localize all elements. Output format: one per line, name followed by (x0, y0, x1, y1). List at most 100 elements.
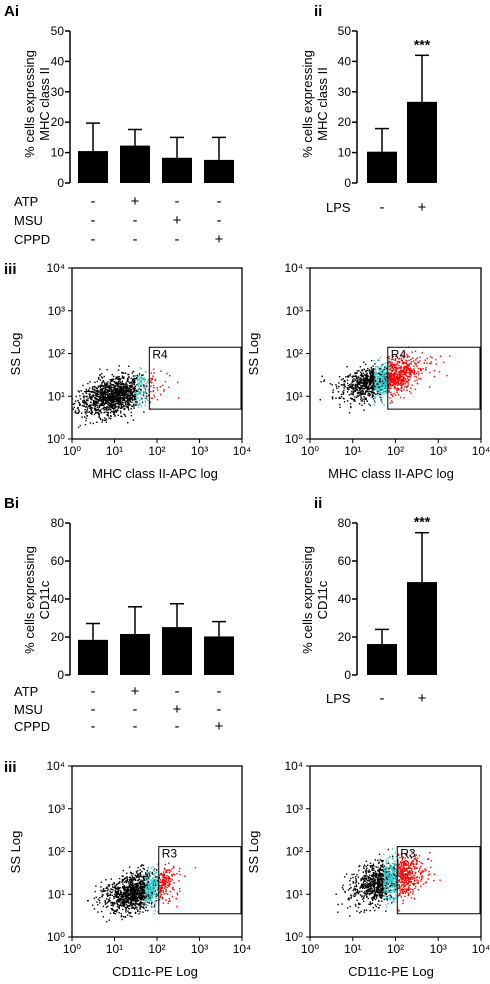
event-Biii-left-699 (107, 905, 109, 908)
event-Aiii-left-876 (85, 402, 87, 404)
event-Biii-left-1330 (131, 896, 133, 898)
event-Aiii-right-177 (349, 373, 351, 376)
event-Aiii-right-1088 (381, 377, 383, 380)
event-Aiii-right-1376 (362, 398, 364, 400)
event-Biii-right-321 (355, 885, 358, 888)
event-Biii-right-209 (373, 874, 376, 877)
x-tick-label-Biii-right-1: 10¹ (344, 942, 361, 956)
event-Aiii-left-242 (99, 390, 101, 392)
event-Biii-left-644 (169, 891, 172, 893)
event-Aiii-right-459 (356, 385, 358, 387)
treatment-mark-Aii-lps-1: + (418, 199, 427, 216)
event-Aiii-left-1226 (117, 400, 119, 402)
event-Aiii-right-1172 (331, 398, 334, 400)
event-Biii-left-952 (136, 883, 138, 886)
event-Aiii-right-892 (396, 391, 398, 394)
event-Aiii-right-736 (353, 398, 356, 401)
event-Biii-right-272 (407, 866, 410, 869)
event-Biii-left-1238 (151, 881, 153, 884)
bar-Aii-1 (407, 101, 437, 183)
event-Biii-right-314 (403, 888, 406, 890)
event-Aiii-right-758 (395, 364, 397, 366)
event-Biii-left-1056 (108, 885, 110, 888)
event-Aiii-right-1022 (383, 378, 385, 381)
event-Aiii-left-875 (89, 407, 91, 409)
event-Biii-right-327 (358, 882, 360, 885)
event-Aiii-left-543 (136, 384, 138, 386)
event-Aiii-left-1302 (109, 403, 111, 405)
event-Biii-left-1226 (167, 884, 169, 886)
event-Aiii-right-770 (382, 380, 385, 382)
event-Aiii-right-90 (390, 359, 393, 361)
flow-ylabel-Aiii-left: SS Log (8, 333, 23, 376)
event-Biii-right-271 (393, 872, 395, 874)
event-Aiii-left-240 (89, 397, 91, 399)
event-Aiii-left-1042 (111, 390, 113, 392)
event-Biii-left-893 (140, 892, 143, 894)
event-Aiii-left-1362 (106, 393, 109, 395)
event-Aiii-left-697 (116, 399, 118, 402)
event-Biii-left-1268 (162, 902, 165, 904)
event-Aiii-left-464 (97, 389, 99, 392)
event-Aiii-right-80 (362, 372, 365, 374)
event-Aiii-left-518 (104, 394, 106, 396)
panel-label-Aiii: iii (4, 261, 17, 278)
event-Aiii-left-268 (122, 372, 124, 374)
event-Aiii-right-623 (389, 374, 391, 377)
event-Biii-left-829 (167, 893, 169, 895)
event-Aiii-right-1097 (402, 379, 405, 381)
event-Biii-left-624 (155, 880, 158, 882)
event-Biii-right-32 (377, 870, 379, 872)
event-Biii-left-336 (101, 910, 103, 913)
event-Biii-left-168 (103, 888, 105, 890)
event-Biii-right-213 (366, 879, 369, 882)
event-Biii-left-1197 (132, 879, 135, 881)
event-Biii-left-1358 (134, 883, 137, 886)
event-Aiii-left-1066 (109, 399, 111, 401)
event-Aiii-right-1210 (386, 383, 388, 386)
event-Aiii-right-1164 (357, 383, 359, 385)
event-Aiii-left-1298 (126, 400, 128, 403)
event-Biii-left-511 (136, 870, 139, 872)
event-Aiii-right-1266 (365, 379, 367, 381)
event-Aiii-left-870 (137, 389, 139, 391)
event-Biii-left-1229 (125, 895, 127, 897)
event-Aiii-left-801 (72, 398, 73, 400)
event-Biii-right-479 (371, 902, 374, 904)
event-Aiii-right-227 (342, 391, 344, 393)
event-Aiii-left-794 (117, 414, 119, 416)
event-Aiii-right-1350 (375, 385, 377, 388)
event-Aiii-left-913 (125, 395, 127, 398)
event-Aiii-left-454 (64, 403, 65, 404)
event-Aiii-left-483 (103, 375, 105, 378)
event-Aiii-left-985 (105, 408, 108, 411)
event-Biii-left-60 (100, 886, 102, 888)
event-Aiii-right-1109 (353, 389, 355, 392)
event-Biii-left-580 (93, 908, 96, 910)
event-Aiii-left-1399 (126, 389, 128, 391)
event-Biii-left-1329 (122, 903, 124, 905)
event-Aiii-left-637 (110, 402, 113, 404)
event-Aiii-left-1152 (135, 400, 137, 402)
row-label-lps-A: LPS (326, 200, 351, 215)
event-Aiii-left-1053 (137, 397, 139, 399)
event-Biii-left-1168 (138, 892, 140, 894)
event-Aiii-left-1129 (110, 405, 112, 407)
event-Aiii-right-1362 (380, 388, 382, 390)
event-Biii-left-394 (138, 895, 140, 897)
event-Biii-left-1287 (164, 885, 166, 888)
event-Aiii-right-681 (370, 359, 373, 362)
event-Aiii-right-141 (368, 403, 370, 405)
event-Biii-right-100 (379, 875, 381, 877)
event-Aiii-left-817 (94, 397, 97, 399)
event-Aiii-right-1228 (356, 386, 359, 388)
event-Aiii-right-589 (404, 370, 406, 372)
event-Biii-left-1045 (143, 907, 145, 909)
event-Aiii-left-1353 (121, 382, 123, 384)
event-Aiii-right-863 (370, 377, 372, 380)
event-Aiii-right-597 (366, 390, 368, 392)
event-Aiii-right-214 (361, 387, 363, 390)
event-Biii-left-1189 (121, 894, 123, 896)
event-Aiii-left-433 (127, 407, 129, 409)
event-Aiii-left-651 (153, 387, 155, 389)
